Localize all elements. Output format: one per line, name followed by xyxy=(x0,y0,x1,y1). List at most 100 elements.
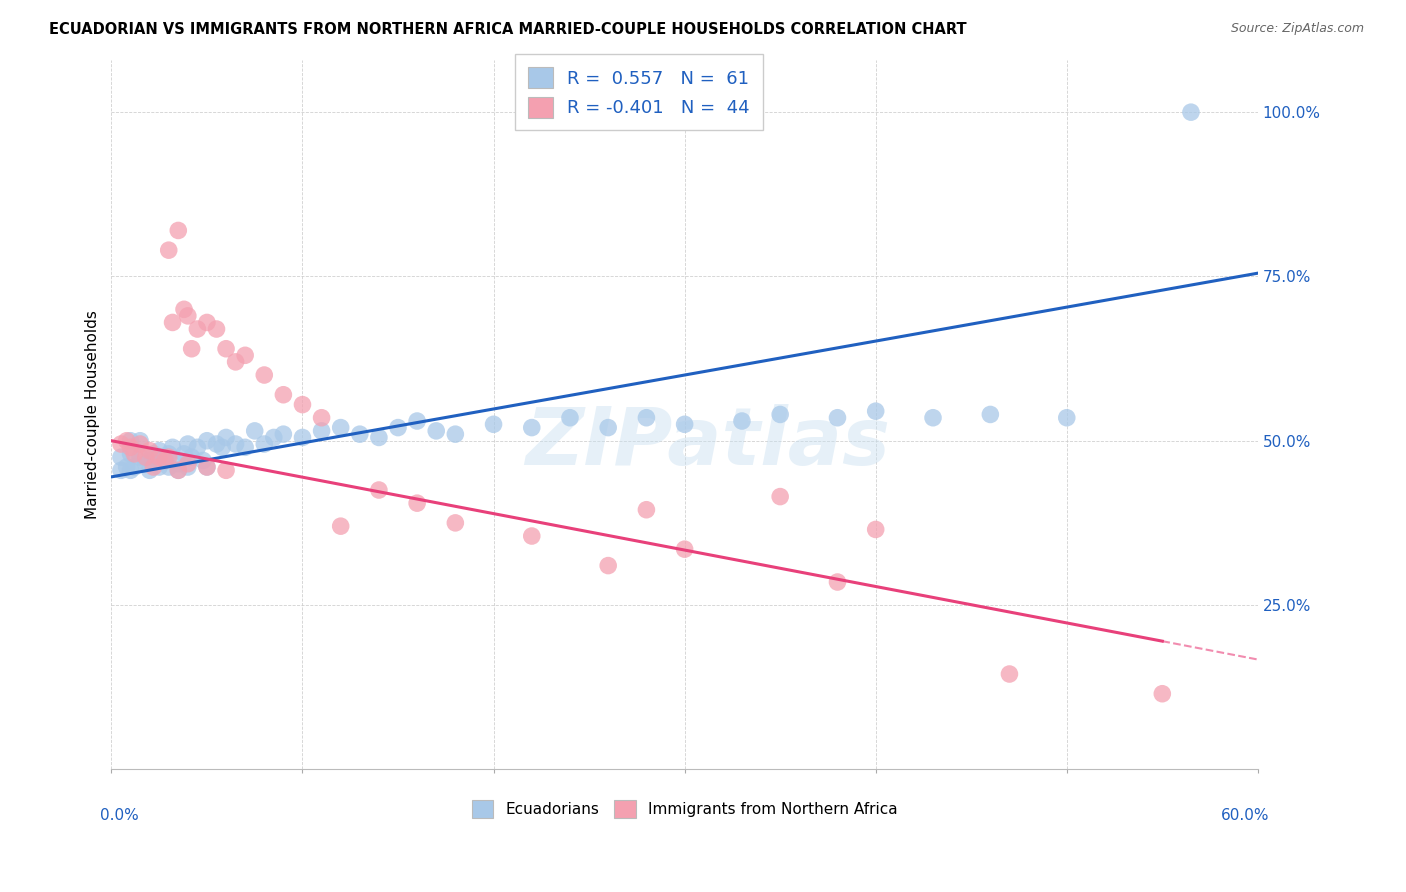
Point xyxy=(673,542,696,557)
Point xyxy=(120,434,142,448)
Point xyxy=(138,463,160,477)
Point xyxy=(167,463,190,477)
Point xyxy=(120,463,142,477)
Point xyxy=(1180,105,1202,120)
Point xyxy=(273,427,295,442)
Point xyxy=(157,447,180,461)
Point xyxy=(157,460,180,475)
Point xyxy=(180,450,202,465)
Point xyxy=(233,348,256,362)
Point xyxy=(138,453,160,467)
Point xyxy=(731,414,754,428)
Point xyxy=(142,447,165,461)
Point xyxy=(180,342,202,356)
Point xyxy=(205,437,228,451)
Point xyxy=(162,315,184,329)
Point xyxy=(636,410,658,425)
Point xyxy=(195,460,218,475)
Point xyxy=(173,302,195,317)
Point xyxy=(129,434,152,448)
Text: ECUADORIAN VS IMMIGRANTS FROM NORTHERN AFRICA MARRIED-COUPLE HOUSEHOLDS CORRELAT: ECUADORIAN VS IMMIGRANTS FROM NORTHERN A… xyxy=(49,22,967,37)
Y-axis label: Married-couple Households: Married-couple Households xyxy=(86,310,100,519)
Point xyxy=(291,398,314,412)
Point xyxy=(827,410,849,425)
Point xyxy=(191,453,214,467)
Point xyxy=(329,420,352,434)
Text: Source: ZipAtlas.com: Source: ZipAtlas.com xyxy=(1230,22,1364,36)
Point xyxy=(157,450,180,465)
Point xyxy=(157,243,180,257)
Point xyxy=(177,437,200,451)
Text: 0.0%: 0.0% xyxy=(100,808,139,823)
Legend: Ecuadorians, Immigrants from Northern Africa: Ecuadorians, Immigrants from Northern Af… xyxy=(464,793,905,825)
Point xyxy=(520,529,543,543)
Point xyxy=(598,558,620,573)
Point xyxy=(349,427,371,442)
Point xyxy=(520,420,543,434)
Point xyxy=(173,447,195,461)
Point xyxy=(124,460,146,475)
Point xyxy=(225,437,247,451)
Point xyxy=(186,440,208,454)
Point xyxy=(273,388,295,402)
Point xyxy=(444,427,467,442)
Point xyxy=(110,450,132,465)
Point xyxy=(167,457,190,471)
Point xyxy=(148,450,170,465)
Point xyxy=(167,223,190,237)
Point xyxy=(406,496,429,510)
Point xyxy=(636,502,658,516)
Point xyxy=(120,440,142,454)
Point xyxy=(110,463,132,477)
Point xyxy=(482,417,505,432)
Point xyxy=(129,450,152,465)
Point xyxy=(215,342,238,356)
Point xyxy=(148,460,170,475)
Point xyxy=(167,463,190,477)
Point xyxy=(177,309,200,323)
Text: ZIPatlas: ZIPatlas xyxy=(524,404,890,482)
Point xyxy=(387,420,409,434)
Point xyxy=(998,667,1021,681)
Point xyxy=(827,574,849,589)
Point xyxy=(865,404,887,418)
Point xyxy=(215,463,238,477)
Point xyxy=(124,447,146,461)
Point xyxy=(253,368,276,382)
Point xyxy=(115,460,138,475)
Point xyxy=(177,457,200,471)
Point xyxy=(129,437,152,451)
Point xyxy=(367,430,389,444)
Point xyxy=(153,453,176,467)
Point xyxy=(673,417,696,432)
Point xyxy=(115,434,138,448)
Point xyxy=(865,523,887,537)
Point xyxy=(769,408,792,422)
Point xyxy=(162,440,184,454)
Point xyxy=(1152,687,1174,701)
Point xyxy=(142,460,165,475)
Point xyxy=(922,410,945,425)
Point xyxy=(135,457,157,471)
Point xyxy=(153,450,176,465)
Point xyxy=(311,424,333,438)
Point xyxy=(195,460,218,475)
Point xyxy=(205,322,228,336)
Point xyxy=(225,355,247,369)
Point xyxy=(243,424,266,438)
Point xyxy=(425,424,447,438)
Point xyxy=(979,408,1001,422)
Point xyxy=(215,430,238,444)
Point xyxy=(367,483,389,497)
Point xyxy=(598,420,620,434)
Point xyxy=(195,315,218,329)
Point xyxy=(138,443,160,458)
Point xyxy=(406,414,429,428)
Point xyxy=(148,443,170,458)
Point xyxy=(195,434,218,448)
Point xyxy=(263,430,285,444)
Point xyxy=(110,437,132,451)
Text: 60.0%: 60.0% xyxy=(1220,808,1270,823)
Point xyxy=(135,450,157,465)
Point xyxy=(329,519,352,533)
